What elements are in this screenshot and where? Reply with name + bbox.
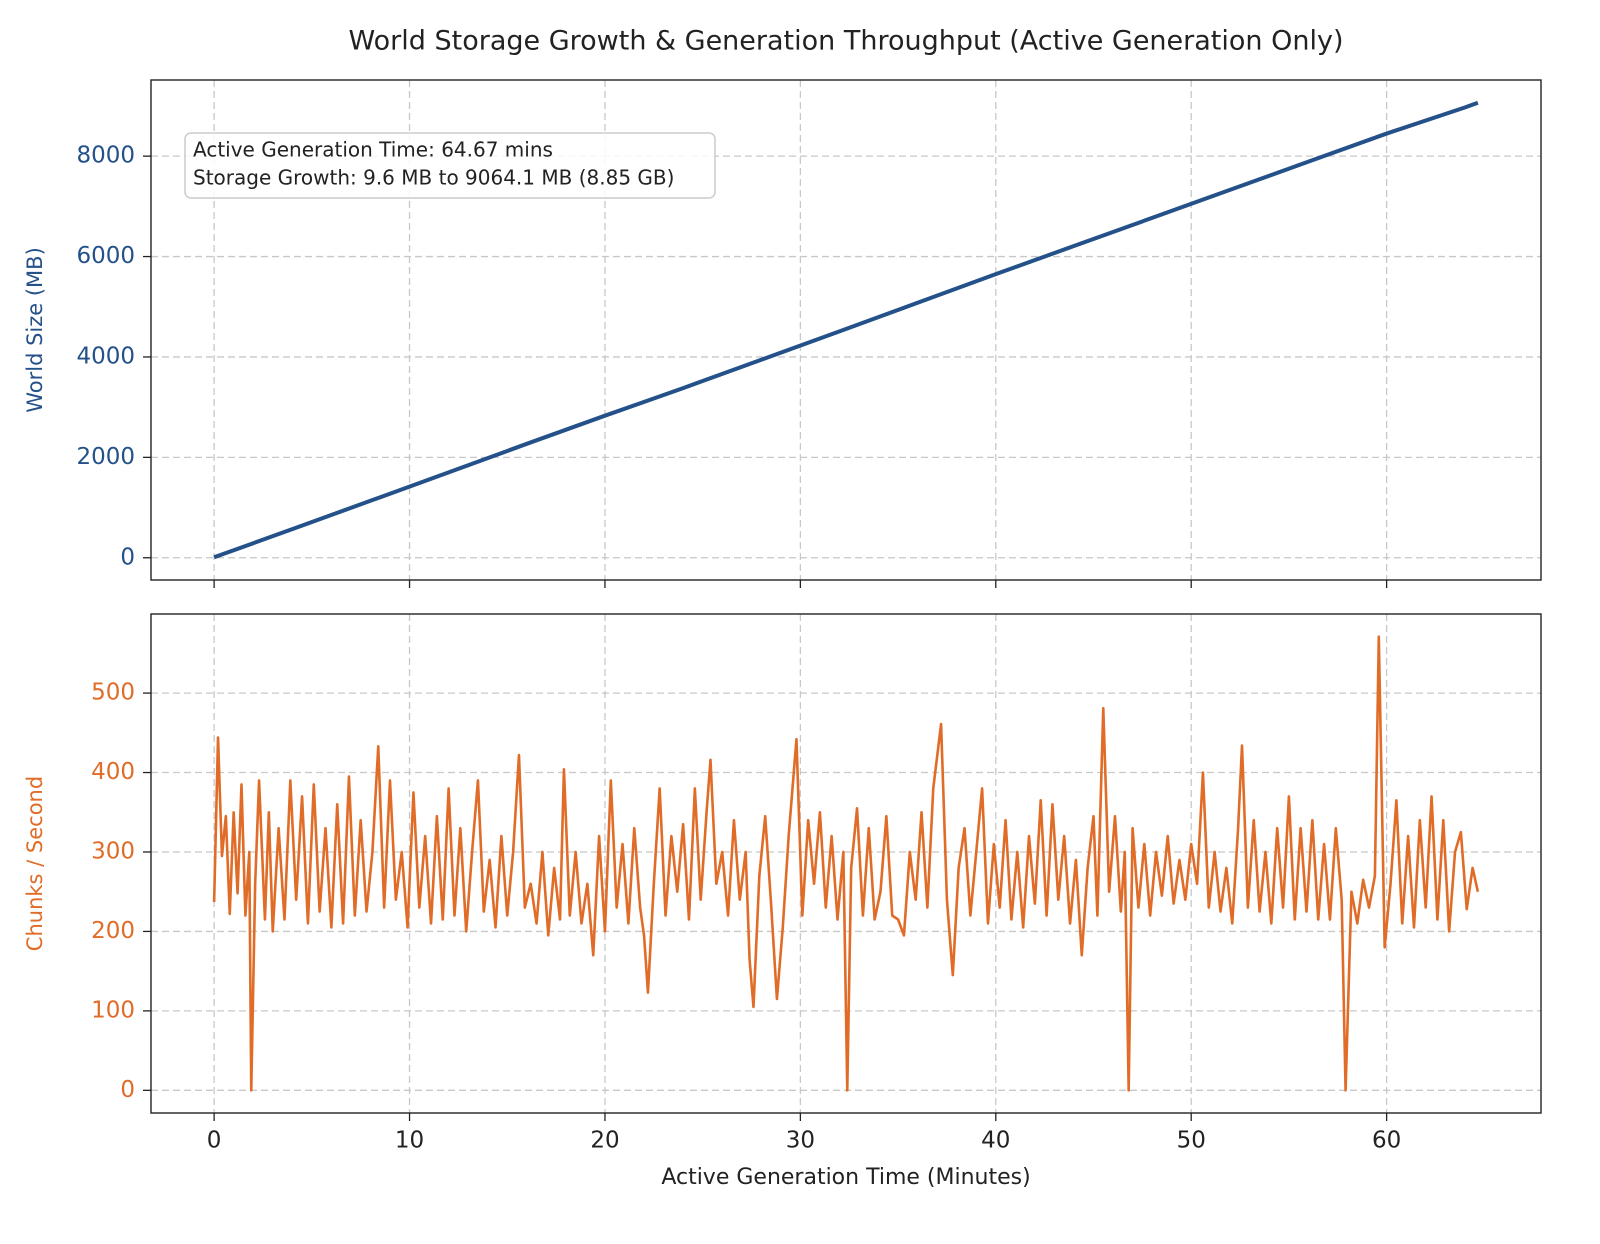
x-tick-label: 30 [786, 1128, 815, 1154]
y-tick-label: 4000 [76, 343, 135, 369]
y-axis-label: Chunks / Second [23, 776, 47, 951]
x-tick-label: 50 [1177, 1128, 1206, 1154]
x-tick-label: 40 [981, 1128, 1010, 1154]
x-tick-label: 0 [207, 1128, 222, 1154]
y-tick-label: 0 [120, 1077, 135, 1103]
annotation: Active Generation Time: 64.67 mins [193, 138, 553, 162]
y-axis-label: World Size (MB) [23, 247, 47, 413]
axes-frame [150, 613, 1542, 1114]
y-tick-label: 0 [120, 544, 135, 570]
data-line [213, 100, 1479, 560]
x-tick-label: 20 [590, 1128, 619, 1154]
x-axis-label: Active Generation Time (Minutes) [661, 1165, 1030, 1190]
y-tick-label: 100 [91, 997, 135, 1023]
chart-title: World Storage Growth & Generation Throug… [349, 26, 1344, 57]
y-tick-label: 8000 [76, 143, 135, 169]
y-tick-label: 200 [91, 918, 135, 944]
annotation: Storage Growth: 9.6 MB to 9064.1 MB (8.8… [193, 166, 674, 190]
y-tick-label: 300 [91, 838, 135, 864]
y-tick-label: 500 [91, 680, 135, 706]
annotation-box [184, 132, 716, 199]
axes-frame [150, 79, 1542, 581]
x-tick-label: 10 [395, 1128, 424, 1154]
x-tick-label: 60 [1372, 1128, 1401, 1154]
y-tick-label: 6000 [76, 243, 135, 269]
y-tick-label: 400 [91, 759, 135, 785]
data-line [212, 635, 1480, 1092]
y-tick-label: 2000 [76, 444, 135, 470]
